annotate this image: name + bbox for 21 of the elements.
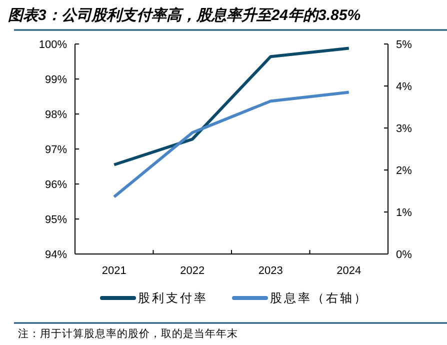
y2-tick-label: 0% (396, 249, 412, 261)
y2-tick-label: 1% (396, 207, 412, 219)
y-tick-label: 94% (44, 249, 68, 261)
y-tick-label: 95% (44, 214, 68, 226)
y-tick-label: 98% (44, 109, 68, 121)
y2-tick-label: 3% (396, 123, 412, 135)
x-tick-label: 2021 (102, 265, 126, 277)
x-tick-label: 2023 (258, 265, 283, 277)
y-tick-label: 96% (44, 179, 68, 191)
x-tick-label: 2024 (336, 265, 362, 277)
y-tick-label: 99% (44, 74, 68, 86)
y-tick-label: 97% (44, 144, 68, 156)
legend-label: 股利支付率 (138, 291, 208, 305)
y2-tick-label: 5% (396, 39, 412, 51)
title: 图表3：公司股利支付率高，股息率升至24年的3.85% (8, 7, 361, 24)
y2-tick-label: 4% (396, 81, 412, 93)
x-tick-label: 2022 (180, 265, 205, 277)
text: 注：用于计算股息率的股价，取的是当年年末 (18, 327, 238, 340)
y2-tick-label: 2% (396, 165, 412, 177)
legend-label: 股息率（右轴） (270, 291, 368, 305)
y-tick-label: 100% (38, 39, 68, 51)
